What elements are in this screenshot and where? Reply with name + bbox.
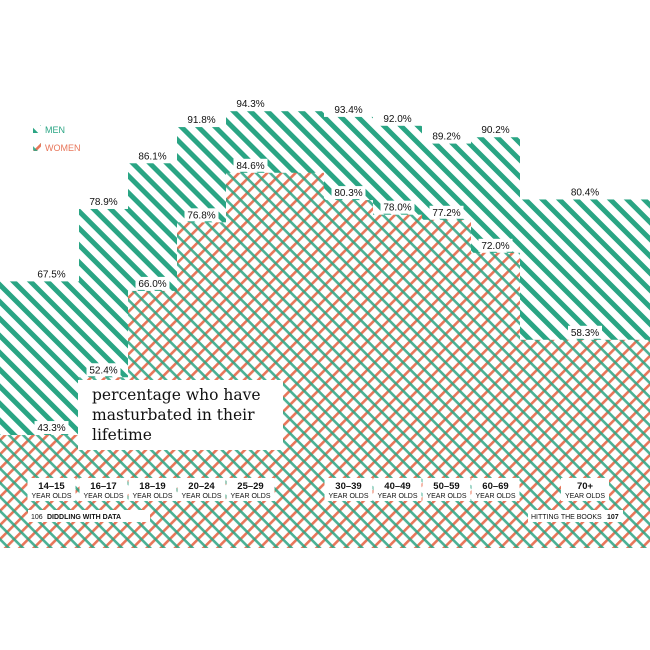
age-label-bg — [177, 478, 226, 501]
age-group-label: 30–39 — [335, 481, 361, 492]
age-label-bg — [27, 478, 76, 501]
footer-left-page: 106 — [31, 514, 43, 521]
men-value-label: 86.1% — [138, 151, 166, 162]
women-bar-25–29 — [226, 172, 275, 502]
women-value-label-bg — [34, 421, 69, 435]
footer-band — [0, 501, 650, 548]
women-value-label-bg — [184, 208, 219, 222]
men-value-label-bg — [380, 111, 415, 125]
footer-left-plate — [28, 510, 150, 522]
women-bar-50–59 — [422, 219, 471, 501]
men-value-label: 89.2% — [432, 132, 460, 143]
men-value-label: 94.3% — [236, 99, 264, 110]
age-group-label: 14–15 — [38, 481, 65, 492]
age-group-sublabel: YEAR OLDS — [31, 493, 71, 500]
women-value-label: 72.0% — [481, 241, 509, 252]
age-label-bg — [471, 478, 520, 501]
women-value-label: 52.4% — [89, 365, 117, 376]
age-label-bg — [373, 478, 422, 501]
legend-men-label: MEN — [45, 125, 65, 135]
men-value-label: 67.5% — [37, 269, 65, 280]
age-group-label: 25–29 — [237, 481, 263, 492]
legend: MEN WOMEN — [33, 125, 81, 153]
men-value-label-bg — [478, 123, 513, 137]
women-bar-70+ — [520, 339, 650, 501]
age-group-label: 70+ — [577, 481, 594, 492]
age-label-bg — [561, 478, 609, 501]
chart-title-box: percentage who have masturbated in their… — [78, 380, 283, 450]
men-value-label-bg — [135, 149, 170, 163]
age-label-bg — [422, 478, 471, 501]
men-value-label-bg — [233, 97, 268, 111]
footer-right-page: 107 — [607, 514, 619, 521]
age-group-label: 60–69 — [482, 481, 508, 492]
women-value-label: 58.3% — [571, 328, 599, 339]
women-value-label: 84.6% — [236, 161, 264, 172]
age-group-sublabel: YEAR OLDS — [132, 493, 172, 500]
women-value-label: 76.8% — [187, 210, 215, 221]
age-group-label: 40–49 — [384, 481, 410, 492]
men-value-label-bg — [568, 185, 602, 199]
women-value-label: 66.0% — [138, 279, 166, 290]
women-value-label-bg — [380, 200, 415, 214]
chart-title: percentage who have masturbated in their… — [92, 386, 261, 444]
men-value-label: 90.2% — [481, 125, 509, 136]
legend-men-swatch — [33, 125, 41, 133]
men-value-label-bg — [34, 267, 69, 281]
women-bar-60–69 — [471, 252, 520, 501]
age-group-sublabel: YEAR OLDS — [475, 493, 515, 500]
age-group-label: 20–24 — [188, 481, 215, 492]
women-value-label-bg — [429, 205, 464, 219]
women-bar-gap — [275, 172, 324, 502]
men-value-label-bg — [331, 102, 366, 116]
men-value-label-bg — [184, 113, 219, 127]
men-value-label: 91.8% — [187, 115, 215, 126]
women-bar-30–39 — [324, 200, 373, 501]
women-value-label-bg — [135, 276, 170, 290]
age-group-sublabel: YEAR OLDS — [565, 493, 605, 500]
age-group-label: 16–17 — [90, 481, 116, 492]
age-group-sublabel: YEAR OLDS — [230, 493, 270, 500]
women-value-label: 80.3% — [334, 188, 362, 199]
age-group-label: 50–59 — [433, 481, 459, 492]
men-value-label: 93.4% — [334, 105, 362, 116]
age-group-sublabel: YEAR OLDS — [83, 493, 123, 500]
women-bar-40–49 — [373, 214, 422, 501]
legend-women-swatch — [33, 143, 41, 151]
age-group-sublabel: YEAR OLDS — [426, 493, 466, 500]
footer-left-text: DIDDLING WITH DATA — [47, 514, 121, 521]
women-value-label-bg — [568, 325, 602, 339]
men-value-label-bg — [429, 129, 464, 143]
women-value-label-bg — [233, 158, 268, 172]
men-value-label: 80.4% — [571, 187, 599, 198]
men-value-label-bg — [86, 194, 121, 208]
footer: 106 DIDDLING WITH DATA HITTING THE BOOKS… — [0, 501, 650, 548]
age-group-label: 18–19 — [139, 481, 165, 492]
legend-women-label: WOMEN — [45, 143, 81, 153]
men-value-label: 92.0% — [383, 114, 411, 125]
age-label-bg — [324, 478, 373, 501]
value-labels: 67.5% 43.3% 78.9% 52.4% 86.1% 66.0% 91.8% 76.8%… — [34, 97, 602, 435]
footer-right-plate — [528, 510, 623, 522]
age-group-sublabel: YEAR OLDS — [181, 493, 221, 500]
women-value-label-bg — [86, 363, 121, 377]
age-group-sublabel: YEAR OLDS — [377, 493, 417, 500]
women-value-label: 78.0% — [383, 203, 411, 214]
women-value-label-bg — [478, 238, 513, 252]
age-label-bg — [79, 478, 128, 501]
women-value-label: 43.3% — [37, 423, 65, 434]
women-bar-20–24 — [177, 222, 226, 501]
men-value-label: 78.9% — [89, 197, 117, 208]
women-value-label-bg — [331, 186, 366, 200]
age-label-bg — [128, 478, 177, 501]
age-group-sublabel: YEAR OLDS — [328, 493, 368, 500]
women-value-label: 77.2% — [432, 208, 460, 219]
footer-right-text: HITTING THE BOOKS — [531, 514, 602, 521]
age-label-bg — [226, 478, 275, 501]
